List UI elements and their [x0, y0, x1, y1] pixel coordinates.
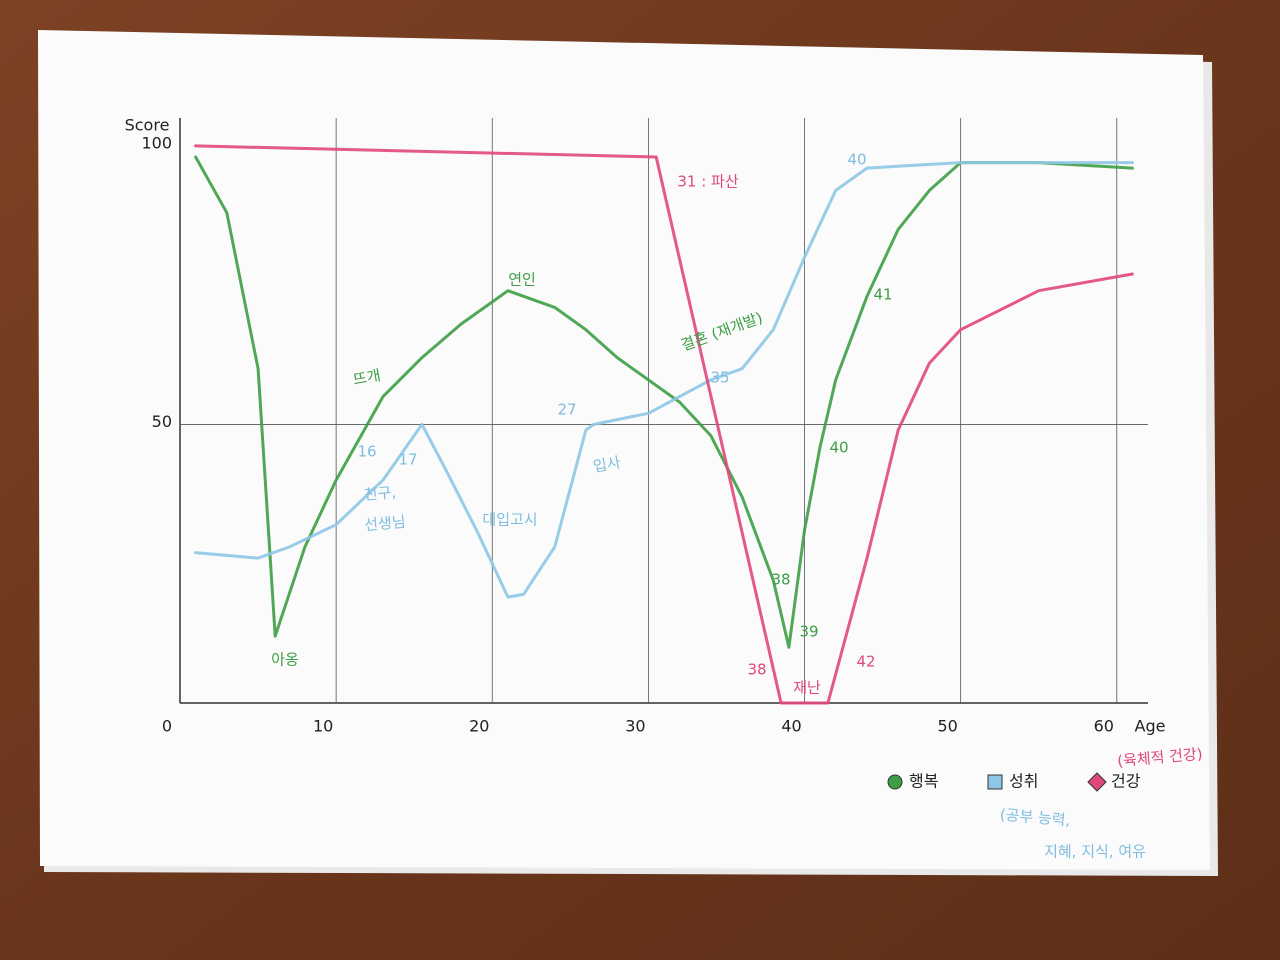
x-tick-label: 10 [313, 717, 333, 736]
annotation: 재난 [793, 679, 821, 697]
annotation: 39 [799, 623, 818, 641]
x-tick-label: 50 [937, 717, 957, 736]
legend-label: 행복 [909, 772, 938, 791]
x-tick-label: 40 [781, 717, 801, 736]
annotation: 친구, [363, 483, 397, 504]
annotation: 연인 [508, 271, 536, 289]
annotation: 31 : 파산 [677, 173, 738, 191]
annotation: 42 [856, 653, 875, 671]
y-tick-label: 50 [152, 412, 172, 431]
annotation: 입사 [592, 453, 623, 476]
y-tick-label: 100 [141, 133, 172, 152]
annotation: 대입고시 [482, 511, 537, 529]
series-line [194, 144, 1134, 705]
x-tick-label: 0 [162, 717, 172, 736]
annotation: 41 [873, 286, 892, 304]
legend-marker [1087, 772, 1107, 792]
series-line [194, 155, 1134, 649]
annotation: 아옹 [271, 651, 299, 669]
y-axis-title: Score [125, 116, 170, 135]
annotation: 38 [747, 661, 766, 679]
annotation: 17 [398, 451, 417, 469]
x-tick-label: 30 [625, 717, 645, 736]
annotation: 27 [557, 401, 576, 419]
legend-marker [887, 774, 903, 790]
x-tick-label: 60 [1094, 717, 1114, 736]
annotation: 38 [771, 571, 790, 589]
legend-marker [987, 774, 1003, 790]
annotation: 지혜, 지식, 여유 [1044, 843, 1146, 861]
annotation: 뜨개 [352, 366, 382, 389]
annotation: 선생님 [364, 513, 407, 535]
paper [38, 30, 1210, 870]
annotation: 35 [710, 369, 729, 387]
annotation: 16 [357, 443, 376, 461]
legend-label: 성취 [1009, 772, 1038, 791]
x-axis-title: Age [1135, 717, 1166, 736]
series-line [194, 161, 1134, 599]
legend-label: 건강 [1111, 772, 1141, 791]
x-tick-label: 20 [469, 717, 489, 736]
annotation: 40 [847, 151, 866, 169]
annotation: 40 [829, 439, 848, 457]
